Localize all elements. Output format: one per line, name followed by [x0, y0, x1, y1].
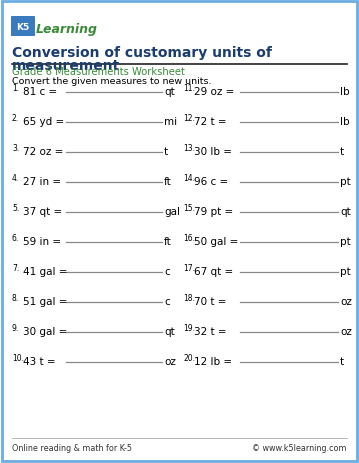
Text: 13.: 13.	[183, 144, 195, 153]
Text: Online reading & math for K-5: Online reading & math for K-5	[12, 443, 132, 452]
Text: c: c	[164, 266, 170, 276]
Text: 72 oz =: 72 oz =	[23, 147, 64, 156]
Text: 37 qt =: 37 qt =	[23, 206, 62, 217]
Text: 1.: 1.	[12, 84, 19, 93]
Text: c: c	[164, 296, 170, 307]
Text: 8.: 8.	[12, 294, 19, 302]
Text: 51 gal =: 51 gal =	[23, 296, 67, 307]
Text: 12.: 12.	[183, 114, 195, 123]
Text: 81 c =: 81 c =	[23, 87, 57, 97]
Text: oz: oz	[164, 356, 176, 366]
Text: 72 t =: 72 t =	[194, 117, 227, 127]
Text: 41 gal =: 41 gal =	[23, 266, 67, 276]
Text: 9.: 9.	[12, 323, 19, 332]
Text: Conversion of customary units of: Conversion of customary units of	[12, 46, 272, 60]
Text: Learning: Learning	[36, 24, 98, 37]
Text: © www.k5learning.com: © www.k5learning.com	[252, 443, 347, 452]
Text: lb: lb	[340, 117, 350, 127]
Text: 11.: 11.	[183, 84, 195, 93]
Text: 4.: 4.	[12, 174, 19, 182]
Text: oz: oz	[340, 326, 352, 336]
Text: 14.: 14.	[183, 174, 195, 182]
Text: 3.: 3.	[12, 144, 19, 153]
Text: 12 lb =: 12 lb =	[194, 356, 232, 366]
Text: 30 lb =: 30 lb =	[194, 147, 232, 156]
Text: t: t	[164, 147, 168, 156]
Text: 27 in =: 27 in =	[23, 176, 61, 187]
Text: mi: mi	[164, 117, 177, 127]
Text: ft: ft	[164, 176, 172, 187]
Text: qt: qt	[164, 87, 175, 97]
Text: 30 gal =: 30 gal =	[23, 326, 67, 336]
Text: t: t	[340, 356, 344, 366]
Text: oz: oz	[340, 296, 352, 307]
Text: qt: qt	[340, 206, 351, 217]
Text: 96 c =: 96 c =	[194, 176, 228, 187]
Text: pt: pt	[340, 266, 351, 276]
Text: pt: pt	[340, 237, 351, 246]
Text: t: t	[340, 147, 344, 156]
Text: qt: qt	[164, 326, 175, 336]
Text: 32 t =: 32 t =	[194, 326, 227, 336]
Text: 5.: 5.	[12, 204, 19, 213]
Text: 15.: 15.	[183, 204, 195, 213]
Text: pt: pt	[340, 176, 351, 187]
Text: 65 yd =: 65 yd =	[23, 117, 64, 127]
Text: 70 t =: 70 t =	[194, 296, 227, 307]
Text: 43 t =: 43 t =	[23, 356, 56, 366]
Text: measurement: measurement	[12, 59, 120, 73]
FancyBboxPatch shape	[11, 17, 35, 37]
Text: 10.: 10.	[12, 353, 24, 362]
Text: 18.: 18.	[183, 294, 195, 302]
Text: ft: ft	[164, 237, 172, 246]
Text: 59 in =: 59 in =	[23, 237, 61, 246]
Text: 79 pt =: 79 pt =	[194, 206, 233, 217]
Text: 50 gal =: 50 gal =	[194, 237, 238, 246]
Text: Grade 6 Measurements Worksheet: Grade 6 Measurements Worksheet	[12, 67, 185, 77]
Text: lb: lb	[340, 87, 350, 97]
Text: 67 qt =: 67 qt =	[194, 266, 233, 276]
Text: Convert the given measures to new units.: Convert the given measures to new units.	[12, 77, 211, 86]
Text: 19.: 19.	[183, 323, 195, 332]
Text: gal: gal	[164, 206, 180, 217]
Text: 6.: 6.	[12, 233, 19, 243]
Text: K5: K5	[17, 22, 30, 31]
Text: 2.: 2.	[12, 114, 19, 123]
Text: 17.: 17.	[183, 263, 195, 272]
Text: 16.: 16.	[183, 233, 195, 243]
Text: 20.: 20.	[183, 353, 195, 362]
Text: 29 oz =: 29 oz =	[194, 87, 234, 97]
Text: 7.: 7.	[12, 263, 19, 272]
